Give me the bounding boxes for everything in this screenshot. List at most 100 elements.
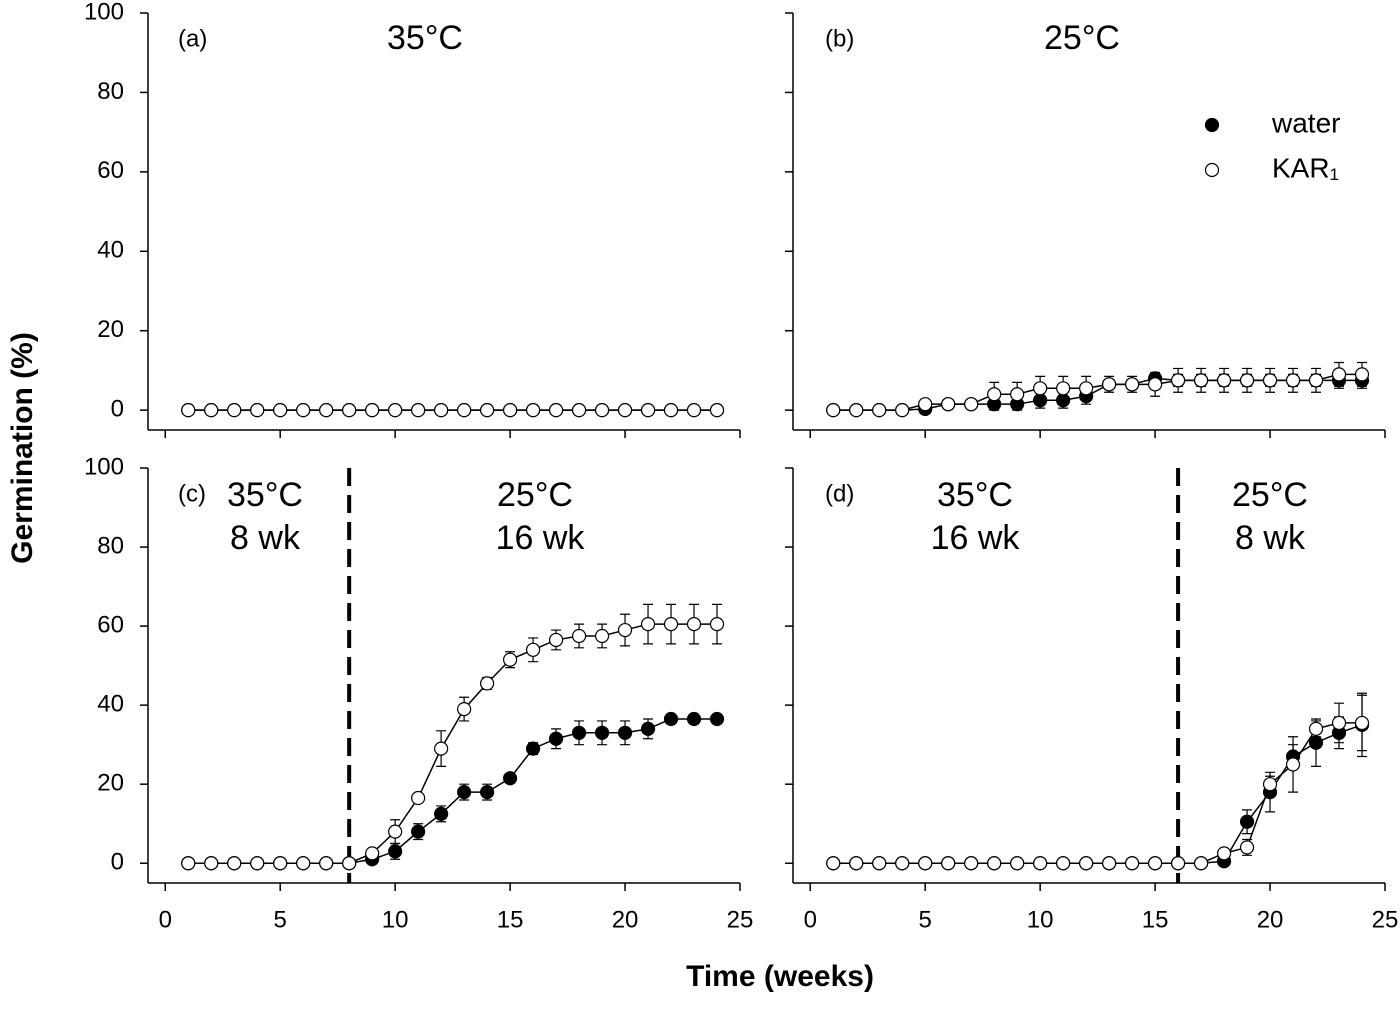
series-line	[188, 718, 718, 864]
marker	[548, 632, 564, 648]
annotation: 35°C	[227, 476, 303, 514]
marker	[964, 397, 979, 412]
marker	[1056, 393, 1071, 408]
y-tick-label: 100	[84, 453, 124, 480]
marker	[709, 617, 725, 632]
marker	[548, 403, 564, 418]
marker	[434, 806, 449, 821]
marker	[987, 387, 1002, 402]
marker	[502, 652, 518, 667]
marker	[640, 721, 656, 736]
marker	[457, 403, 472, 418]
marker	[1193, 373, 1209, 388]
marker	[480, 403, 495, 418]
annotation: 25°C	[497, 476, 573, 514]
series-line	[833, 722, 1363, 864]
marker	[480, 676, 495, 691]
marker	[365, 846, 380, 861]
marker	[849, 856, 864, 871]
series-line	[833, 724, 1363, 864]
marker	[1033, 393, 1048, 408]
marker	[342, 403, 357, 418]
marker	[1125, 377, 1140, 392]
y-tick-label: 0	[111, 395, 124, 422]
y-tick-label: 80	[97, 78, 124, 105]
marker	[1147, 377, 1163, 392]
x-tick-label: 0	[804, 906, 817, 933]
marker	[525, 741, 541, 756]
marker	[434, 403, 449, 418]
marker	[640, 403, 656, 418]
marker	[250, 856, 265, 871]
marker	[319, 856, 334, 871]
annotation: 8 wk	[230, 519, 301, 557]
marker	[663, 617, 679, 632]
y-tick-label: 40	[97, 237, 124, 264]
marker	[1285, 757, 1301, 772]
x-tick-label: 5	[919, 906, 932, 933]
marker	[571, 403, 587, 418]
y-tick-label: 100	[84, 0, 124, 25]
marker	[826, 403, 841, 418]
x-tick-label: 5	[274, 906, 287, 933]
y-tick-label: 80	[97, 532, 124, 559]
annotation: 25°C	[1044, 19, 1120, 57]
marker	[296, 403, 311, 418]
marker	[388, 403, 403, 418]
marker	[457, 701, 472, 717]
marker	[388, 844, 403, 859]
annotation: 8 wk	[1235, 519, 1306, 557]
marker	[365, 403, 380, 418]
marker	[1308, 721, 1324, 736]
marker	[411, 824, 426, 839]
marker	[1193, 856, 1209, 871]
marker	[941, 856, 956, 871]
marker	[617, 622, 633, 638]
marker	[342, 856, 357, 871]
annotation: (c)	[178, 480, 206, 507]
legend-label: KAR₁	[1272, 152, 1339, 183]
x-tick-label: 10	[382, 906, 409, 933]
marker	[640, 617, 656, 632]
marker	[204, 403, 219, 418]
marker	[1216, 373, 1232, 388]
x-tick-label: 20	[1257, 906, 1284, 933]
x-tick-label: 15	[1142, 906, 1169, 933]
marker	[709, 403, 725, 418]
legend-marker	[1204, 162, 1220, 178]
marker	[1262, 373, 1278, 388]
marker	[1262, 777, 1278, 792]
marker	[594, 403, 610, 418]
y-axis-label: Germination (%)	[6, 332, 39, 564]
marker	[686, 403, 702, 418]
marker	[1079, 856, 1094, 871]
marker	[1308, 735, 1324, 750]
marker	[250, 403, 265, 418]
marker	[1170, 373, 1186, 388]
marker	[1010, 387, 1025, 402]
marker	[1308, 373, 1324, 388]
marker	[204, 856, 219, 871]
marker	[1331, 367, 1347, 382]
marker	[849, 403, 864, 418]
legend-label: water	[1271, 107, 1340, 138]
y-tick-label: 60	[97, 157, 124, 184]
annotation: (b)	[825, 25, 854, 52]
marker	[181, 856, 196, 871]
marker	[826, 856, 841, 871]
y-tick-label: 0	[111, 849, 124, 876]
marker	[663, 711, 679, 727]
marker	[1239, 840, 1255, 855]
x-tick-label: 10	[1027, 906, 1054, 933]
marker	[1239, 814, 1255, 829]
marker	[502, 771, 518, 786]
marker	[1354, 715, 1370, 731]
marker	[411, 403, 426, 418]
x-axis-label: Time (weeks)	[686, 960, 874, 993]
marker	[617, 725, 633, 740]
x-tick-label: 25	[1372, 906, 1399, 933]
x-tick-label: 20	[612, 906, 639, 933]
marker	[548, 731, 564, 746]
marker	[594, 725, 610, 740]
